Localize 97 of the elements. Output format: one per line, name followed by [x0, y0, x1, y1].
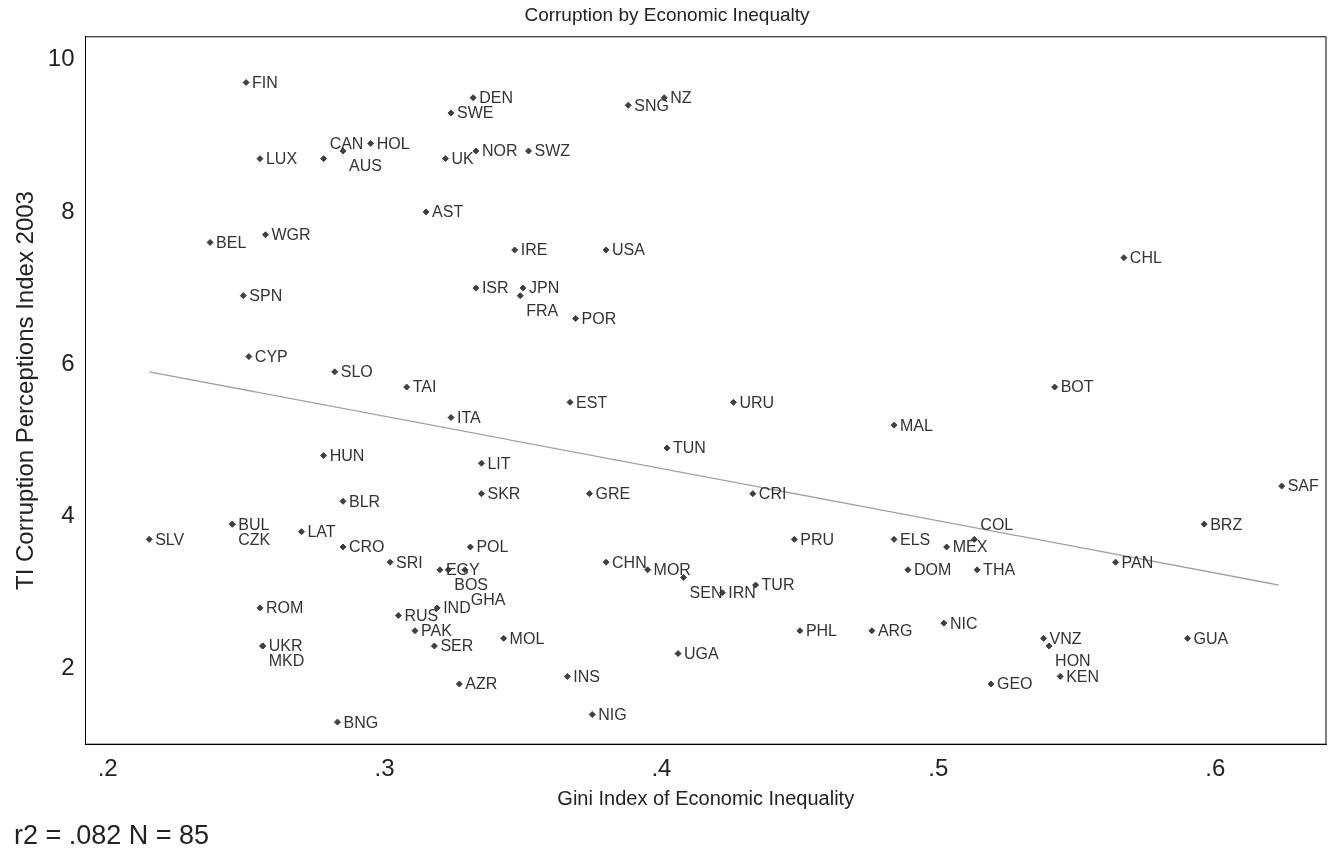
data-label: TAI — [412, 378, 437, 396]
y-tick-label: 4 — [61, 501, 75, 529]
data-label: IRN — [728, 584, 756, 602]
data-label: AST — [432, 203, 464, 221]
data-label: CZK — [238, 530, 271, 548]
data-label: PRU — [800, 530, 835, 548]
data-label: BEL — [216, 233, 247, 251]
text: r2 = .082 N = 85 — [14, 820, 210, 851]
data-label: POL — [476, 538, 509, 556]
data-label: AZR — [465, 675, 498, 693]
data-label: HUN — [329, 447, 365, 465]
y-tick-label: 10 — [47, 44, 75, 72]
data-label: USA — [612, 241, 646, 259]
data-label: BLR — [349, 492, 381, 510]
data-label: SPN — [249, 287, 283, 305]
data-label: SEN — [689, 583, 723, 601]
data-label: PAN — [1121, 553, 1154, 571]
data-label: NIG — [598, 705, 627, 723]
data-label: SKR — [487, 485, 521, 503]
data-label: ROM — [265, 599, 304, 617]
data-label: BNG — [343, 713, 379, 731]
data-label: UGA — [684, 644, 720, 662]
data-label: BOT — [1060, 378, 1094, 396]
x-tick-label: .4 — [651, 754, 672, 782]
data-label: ITA — [457, 408, 482, 426]
data-label: BUL — [238, 515, 270, 533]
data-label: LIT — [487, 454, 511, 472]
data-label: MOR — [653, 561, 691, 579]
data-label: GHA — [470, 591, 506, 609]
data-label: TUR — [761, 576, 795, 594]
data-label: KEN — [1066, 667, 1100, 685]
data-label: CYP — [254, 348, 288, 366]
data-label: CRI — [758, 485, 787, 503]
data-label: SNG — [634, 96, 669, 114]
x-tick-label: .3 — [374, 754, 395, 782]
data-label: SRI — [396, 553, 423, 571]
data-label: EGY — [445, 561, 481, 579]
x-tick-label: .5 — [928, 754, 949, 782]
data-label: SLO — [340, 363, 373, 381]
data-label: HOL — [376, 134, 410, 152]
data-label: NZ — [670, 89, 692, 107]
y-tick-label: 6 — [61, 348, 75, 376]
data-label: RUS — [404, 606, 439, 624]
data-label: COL — [980, 515, 1014, 533]
x-axis-title: Gini Index of Economic Inequality — [557, 786, 855, 809]
data-label: MOL — [509, 629, 545, 647]
data-label: THA — [983, 561, 1016, 579]
data-label: SWZ — [534, 142, 571, 160]
data-label: PHL — [805, 622, 838, 640]
data-label: ISR — [481, 279, 509, 297]
x-tick-label: .2 — [97, 754, 118, 782]
data-label: URU — [739, 393, 775, 411]
data-label: CHL — [1129, 249, 1162, 267]
data-label: NIC — [949, 614, 978, 632]
data-label: TUN — [672, 439, 706, 457]
data-label: GRE — [595, 485, 631, 503]
data-label: MEX — [952, 538, 988, 556]
data-label: LUX — [265, 150, 298, 168]
data-label: DEN — [479, 89, 513, 107]
data-label: SLV — [155, 530, 185, 548]
data-label: GUA — [1193, 629, 1229, 647]
x-tick-label: .6 — [1205, 754, 1226, 782]
data-label: UK — [451, 150, 475, 168]
data-label: POR — [581, 309, 617, 327]
data-label: HON — [1055, 652, 1091, 670]
data-label: ARG — [877, 622, 913, 640]
data-label: BRZ — [1210, 515, 1243, 533]
data-label: SAF — [1287, 477, 1320, 495]
data-label: ELS — [900, 530, 931, 548]
y-tick-label: 2 — [61, 653, 75, 681]
data-label: IND — [443, 599, 471, 617]
data-label: BOS — [454, 576, 489, 594]
data-label: NOR — [481, 142, 518, 160]
data-label: MAL — [900, 416, 934, 434]
data-label: JPN — [528, 279, 560, 297]
y-tick-label: 8 — [61, 196, 75, 224]
data-label: CHN — [612, 553, 647, 571]
data-label: PAK — [421, 622, 453, 640]
data-label: IRE — [520, 241, 548, 259]
data-label: EST — [576, 393, 608, 411]
data-label: AUS — [349, 157, 382, 175]
data-label: LAT — [307, 523, 336, 541]
chart-title: Corruption by Economic Inequalty — [524, 3, 811, 25]
data-label: DOM — [913, 561, 952, 579]
data-label: INS — [573, 667, 600, 685]
data-label: UKR — [268, 637, 303, 655]
y-axis-title: TI Corruption Perceptions Index 2003 — [11, 191, 39, 590]
data-label: MKD — [268, 652, 305, 670]
data-label: FIN — [252, 73, 278, 91]
data-label: GEO — [996, 675, 1033, 693]
data-label: WGR — [271, 226, 311, 244]
data-label: SWE — [457, 104, 494, 122]
data-label: SER — [440, 637, 474, 655]
data-label: FRA — [526, 302, 559, 320]
data-label: VNZ — [1049, 629, 1082, 647]
data-label: CAN — [329, 135, 364, 153]
data-label: CRO — [349, 538, 385, 556]
